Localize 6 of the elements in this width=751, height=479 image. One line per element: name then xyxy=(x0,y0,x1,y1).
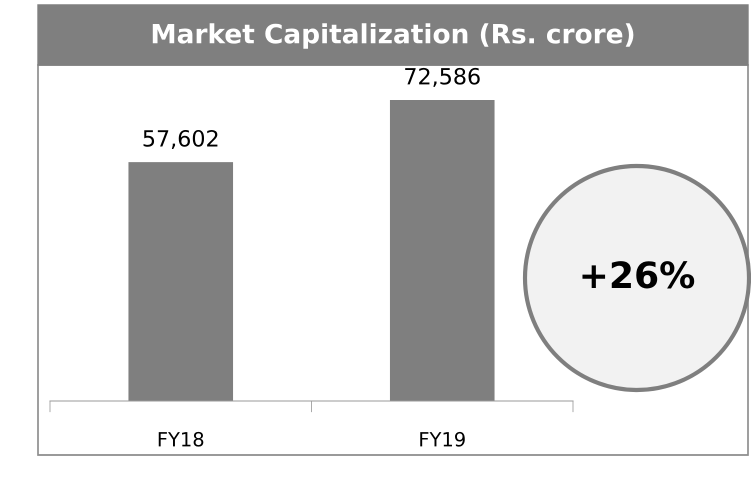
data-label: 72,586 xyxy=(405,68,480,87)
text: +26% xyxy=(582,261,694,288)
data-label: 57,602 xyxy=(144,130,218,150)
x-tick-label: FY19 xyxy=(420,432,465,447)
x-tick-label: FY18 xyxy=(158,432,204,447)
chart-title: Market Capitalization (Rs. crore) xyxy=(152,23,634,49)
